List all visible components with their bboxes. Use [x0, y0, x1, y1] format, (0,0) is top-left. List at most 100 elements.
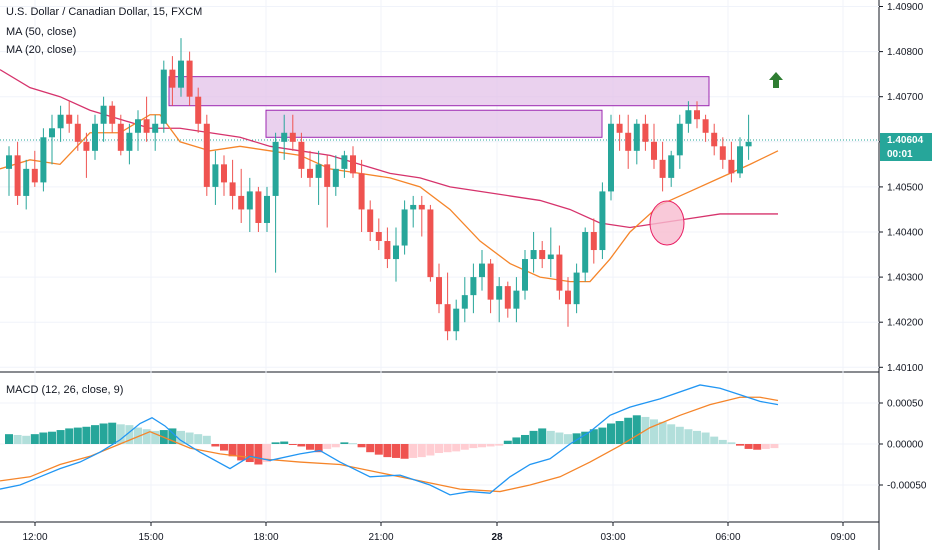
candle-bull: [530, 250, 537, 260]
macd-tick-label: 0.00050: [887, 399, 924, 410]
candle-bear: [31, 168, 38, 183]
macd-histogram-bar: [314, 444, 323, 453]
candle-bear: [83, 141, 90, 151]
candle-bull: [23, 168, 30, 196]
macd-histogram-bar: [538, 428, 547, 444]
macd-histogram-bar: [211, 444, 220, 447]
candle-bull: [513, 290, 520, 309]
macd-histogram-bar: [675, 426, 684, 444]
macd-signal-line: [0, 396, 779, 493]
symbol-legend: U.S. Dollar / Canadian Dollar, 15, FXCM: [6, 6, 203, 18]
candle-bull: [608, 123, 614, 192]
macd-histogram-bar: [770, 444, 779, 449]
macd-histogram-bar: [443, 444, 452, 453]
macd-legend: MACD (12, 26, close, 9): [6, 384, 124, 396]
macd-histogram-bar: [108, 422, 117, 444]
candle-bear: [195, 96, 202, 124]
candle-bear: [255, 191, 262, 223]
macd-histogram-bar: [684, 429, 693, 444]
candle-bull: [57, 114, 64, 129]
macd-histogram-bar: [658, 421, 667, 444]
macd-histogram-bar: [271, 442, 280, 444]
macd-histogram-bar: [650, 419, 658, 444]
candle-bull: [264, 195, 270, 223]
candle-bear: [436, 277, 442, 305]
price-tick-label: 1.40500: [887, 182, 924, 193]
candle-bull: [737, 146, 743, 174]
candle-bear: [169, 69, 176, 88]
time-tick-label: 28: [491, 532, 503, 543]
macd-histogram-bar: [667, 424, 676, 444]
resistance-zone-upper: [168, 76, 710, 107]
candle-bear: [143, 119, 150, 133]
macd-histogram-bar: [323, 444, 332, 449]
macd-histogram-bar: [435, 444, 443, 454]
macd-histogram-bar: [529, 430, 538, 444]
macd-histogram-bar: [56, 430, 65, 444]
macd-histogram-bar: [701, 432, 710, 444]
candle-bull: [152, 123, 159, 133]
macd-tick-label: -0.00050: [887, 481, 927, 492]
macd-histogram-bar: [469, 444, 478, 449]
macd-histogram-bar: [48, 431, 56, 444]
macd-histogram-bar: [280, 441, 289, 444]
up-arrow-icon: [769, 72, 783, 88]
candle-bull: [522, 259, 528, 291]
candle-bear: [539, 250, 546, 260]
candle-bear: [616, 123, 623, 133]
candle-bull: [272, 141, 279, 196]
candle-bull: [470, 277, 477, 296]
macd-histogram-bar: [366, 444, 375, 453]
candle-bear: [117, 123, 124, 151]
price-tick-label: 1.40800: [887, 47, 924, 58]
macd-histogram-bar: [116, 424, 125, 444]
time-tick-label: 12:00: [22, 532, 47, 543]
macd-histogram-bar: [220, 444, 228, 451]
macd-histogram-bar: [512, 437, 521, 444]
macd-histogram-bar: [254, 444, 263, 465]
candle-bear: [109, 105, 116, 124]
macd-histogram-bar: [452, 444, 461, 452]
macd-histogram-bar: [202, 435, 211, 444]
macd-histogram-bar: [417, 444, 426, 458]
candle-bull: [92, 123, 98, 151]
candle-bull: [496, 286, 503, 300]
macd-histogram-bar: [288, 444, 297, 445]
candle-bear: [444, 304, 451, 332]
macd-histogram-bar: [263, 444, 271, 463]
resistance-zone-lower: [265, 109, 603, 138]
ma20-legend: MA (20, close): [6, 44, 77, 56]
macd-histogram-bar: [177, 430, 185, 444]
macd-histogram-bar: [744, 444, 753, 449]
macd-histogram-bar: [624, 417, 633, 444]
macd-histogram-bar: [237, 444, 246, 461]
macd-histogram-bar: [5, 434, 13, 444]
candle-bull: [160, 69, 167, 124]
macd-histogram-bar: [495, 444, 504, 446]
candle-bear: [186, 60, 193, 97]
macd-histogram-bar: [409, 444, 418, 458]
macd-tick-label: 0.00000: [887, 440, 924, 451]
macd-histogram-bar: [245, 444, 254, 463]
macd-histogram-bar: [91, 425, 99, 444]
macd-histogram-bar: [546, 430, 555, 444]
candle-bull: [135, 119, 141, 133]
macd-histogram-bar: [710, 436, 719, 444]
candle-bull: [40, 137, 47, 183]
candle-bear: [307, 168, 313, 178]
candle-bull: [212, 164, 219, 187]
candle-bear: [504, 286, 511, 309]
candle-bull: [281, 132, 288, 142]
macd-histogram-bar: [30, 434, 39, 444]
macd-histogram-bar: [693, 430, 701, 444]
macd-histogram-bar: [349, 443, 357, 445]
candle-bear: [375, 232, 382, 242]
macd-histogram-bar: [572, 433, 581, 444]
candle-bear: [427, 209, 434, 278]
price-tick-label: 1.40900: [887, 2, 924, 13]
time-tick-label: 03:00: [600, 532, 625, 543]
candle-bear: [350, 155, 356, 174]
candle-bear: [14, 155, 21, 196]
candle-bear: [719, 146, 726, 160]
